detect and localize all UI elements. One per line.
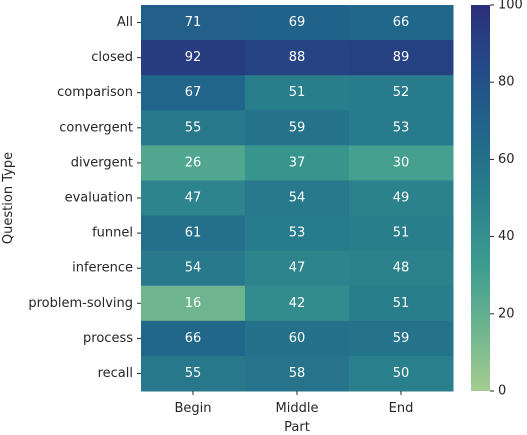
- cell-value-label: 92: [185, 50, 202, 65]
- y-tick-label: convergent: [59, 120, 133, 135]
- heatmap-cell: [349, 40, 454, 76]
- y-tick-label: divergent: [71, 155, 133, 170]
- y-tick-label: problem-solving: [28, 296, 133, 311]
- colorbar-tick-label: 60: [498, 152, 515, 167]
- heatmap-cell: [141, 285, 246, 322]
- cell-value-label: 88: [289, 50, 306, 65]
- heatmap-cell: [245, 40, 350, 76]
- heatmap-cell: [245, 75, 350, 111]
- heatmap-cell: [141, 180, 246, 217]
- x-tick-labels: Begin Middle End: [174, 391, 413, 416]
- heatmap-cell: [141, 355, 246, 392]
- colorbar-tick-label: 40: [498, 229, 515, 244]
- y-tick-label: recall: [98, 366, 133, 381]
- heatmap-cell: [141, 5, 246, 41]
- heatmap-cell: [349, 215, 454, 252]
- cell-value-label: 37: [289, 155, 306, 170]
- y-tick-label: closed: [91, 50, 133, 65]
- heatmap-cell: [349, 355, 454, 392]
- heatmap-cell: [349, 5, 454, 41]
- colorbar-tick-label: 0: [498, 384, 506, 399]
- cell-value-label: 16: [185, 296, 202, 311]
- y-tick-label: process: [83, 331, 133, 346]
- x-tick-label: End: [389, 401, 414, 416]
- colorbar-tick-label: 100: [498, 0, 523, 13]
- cell-value-label: 52: [393, 85, 410, 100]
- heatmap-cell: [245, 215, 350, 252]
- heatmap-cell: [141, 320, 246, 357]
- cell-value-label: 53: [289, 226, 306, 241]
- y-tick-label: comparison: [57, 85, 133, 100]
- cell-value-label: 59: [393, 331, 410, 346]
- heatmap-cell: [245, 355, 350, 392]
- heatmap-cell: [245, 285, 350, 322]
- heatmap-cell: [349, 145, 454, 181]
- heatmap-cell: [141, 40, 246, 76]
- cell-value-label: 51: [393, 226, 410, 241]
- colorbar-gradient: [471, 5, 490, 391]
- y-tick-label: evaluation: [65, 191, 133, 206]
- cell-value-label: 67: [185, 85, 202, 100]
- heatmap-cells: 71 69 66 92 88 89 67 51 52 55 59 53 26 37 30 47 54 49 61 53…: [141, 5, 454, 392]
- heatmap-cell: [245, 145, 350, 181]
- heatmap-cell: [349, 250, 454, 287]
- cell-value-label: 47: [289, 261, 306, 276]
- cell-value-label: 69: [289, 15, 306, 30]
- y-tick-label: funnel: [92, 226, 133, 241]
- cell-value-label: 53: [393, 120, 410, 135]
- cell-value-label: 71: [185, 15, 202, 30]
- cell-value-label: 54: [289, 191, 306, 206]
- heatmap-cell: [245, 180, 350, 217]
- heatmap-cell: [245, 250, 350, 287]
- heatmap-cell: [141, 215, 246, 252]
- cell-value-label: 47: [185, 191, 202, 206]
- colorbar-tick-label: 20: [498, 306, 515, 321]
- y-tick-labels: All closed comparison convergent divergent ev…: [28, 15, 141, 381]
- x-tick-label: Middle: [276, 401, 319, 416]
- heatmap-cell: [141, 145, 246, 181]
- colorbar: 0 20 40 60 80 100: [471, 0, 523, 399]
- x-tick-label: Begin: [174, 401, 211, 416]
- cell-value-label: 48: [393, 261, 410, 276]
- heatmap-cell: [349, 320, 454, 357]
- heatmap-cell: [141, 110, 246, 146]
- heatmap-cell: [349, 110, 454, 146]
- heatmap-cell: [349, 285, 454, 322]
- y-tick-label: All: [117, 15, 133, 30]
- cell-value-label: 42: [289, 296, 306, 311]
- y-axis-label: Question Type: [1, 152, 16, 244]
- cell-value-label: 59: [289, 120, 306, 135]
- cell-value-label: 55: [185, 120, 202, 135]
- cell-value-label: 26: [185, 155, 202, 170]
- colorbar-tick-label: 80: [498, 75, 515, 90]
- heatmap-cell: [349, 75, 454, 111]
- cell-value-label: 61: [185, 226, 202, 241]
- cell-value-label: 50: [393, 366, 410, 381]
- cell-value-label: 55: [185, 366, 202, 381]
- cell-value-label: 54: [185, 261, 202, 276]
- y-tick-label: inference: [72, 261, 133, 276]
- heatmap-cell: [245, 5, 350, 41]
- cell-value-label: 66: [185, 331, 202, 346]
- heatmap-cell: [141, 75, 246, 111]
- cell-value-label: 60: [289, 331, 306, 346]
- cell-value-label: 66: [393, 15, 410, 30]
- cell-value-label: 49: [393, 191, 410, 206]
- cell-value-label: 30: [393, 155, 410, 170]
- heatmap-cell: [349, 180, 454, 217]
- cell-value-label: 51: [289, 85, 306, 100]
- cell-value-label: 89: [393, 50, 410, 65]
- cell-value-label: 51: [393, 296, 410, 311]
- cell-value-label: 58: [289, 366, 306, 381]
- heatmap-cell: [245, 110, 350, 146]
- heatmap-cell: [245, 320, 350, 357]
- heatmap-cell: [141, 250, 246, 287]
- x-axis-label: Part: [284, 420, 310, 435]
